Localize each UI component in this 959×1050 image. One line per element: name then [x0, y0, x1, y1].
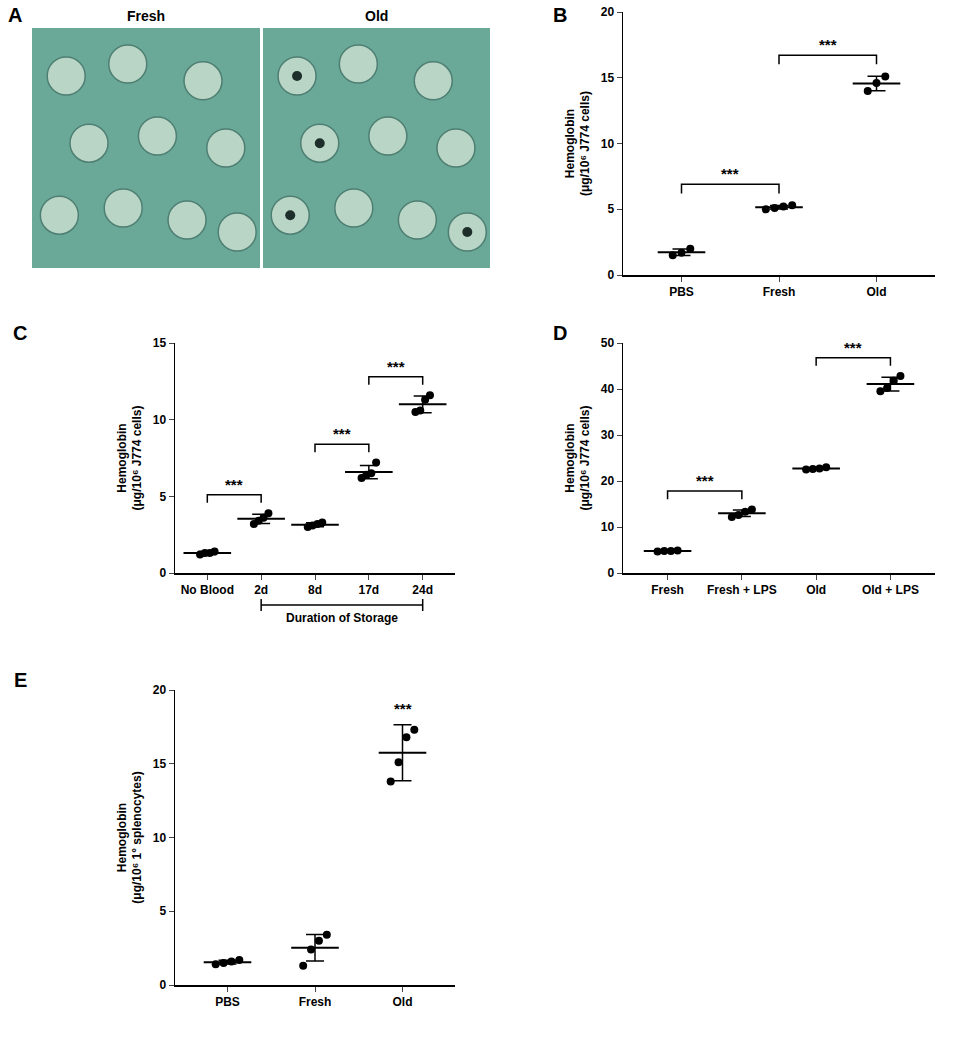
svg-text:5: 5 [159, 904, 166, 918]
svg-text:***: *** [721, 165, 739, 182]
svg-text:A: A [8, 4, 22, 26]
svg-text:***: *** [333, 425, 351, 442]
svg-text:24d: 24d [412, 583, 433, 597]
svg-text:40: 40 [601, 382, 615, 396]
svg-text:0: 0 [159, 978, 166, 992]
svg-text:Old: Old [365, 8, 388, 24]
svg-text:D: D [553, 322, 567, 344]
svg-text:PBS: PBS [669, 285, 694, 299]
svg-text:30: 30 [601, 428, 615, 442]
svg-text:B: B [553, 4, 567, 26]
svg-text:10: 10 [601, 520, 615, 534]
svg-text:20: 20 [601, 474, 615, 488]
svg-text:15: 15 [153, 336, 167, 350]
svg-text:Fresh + LPS: Fresh + LPS [707, 583, 777, 597]
svg-text:20: 20 [153, 683, 167, 697]
svg-text:Old: Old [867, 285, 887, 299]
svg-text:0: 0 [607, 268, 614, 282]
svg-text:Fresh: Fresh [299, 995, 332, 1009]
svg-text:10: 10 [153, 413, 167, 427]
svg-text:Fresh: Fresh [763, 285, 796, 299]
svg-text:17d: 17d [359, 583, 380, 597]
svg-text:15: 15 [153, 757, 167, 771]
svg-text:***: *** [819, 36, 837, 53]
svg-text:2d: 2d [254, 583, 268, 597]
svg-text:***: *** [394, 700, 412, 717]
svg-text:Old: Old [393, 995, 413, 1009]
svg-text:5: 5 [159, 490, 166, 504]
svg-text:E: E [14, 669, 27, 691]
svg-text:Old + LPS: Old + LPS [862, 583, 919, 597]
svg-text:Fresh: Fresh [127, 8, 165, 24]
svg-text:5: 5 [607, 202, 614, 216]
svg-text:***: *** [696, 472, 714, 489]
svg-text:Fresh: Fresh [651, 583, 684, 597]
svg-text:15: 15 [601, 71, 615, 85]
svg-text:***: *** [387, 358, 405, 375]
svg-text:Old: Old [806, 583, 826, 597]
svg-text:0: 0 [607, 566, 614, 580]
svg-text:Hemoglobin(μg/10⁶ 1° splenocyt: Hemoglobin(μg/10⁶ 1° splenocytes) [115, 771, 145, 903]
svg-text:No Blood: No Blood [181, 583, 234, 597]
svg-text:Hemoglobin(μg/10⁶ J774 cells): Hemoglobin(μg/10⁶ J774 cells) [115, 406, 145, 511]
svg-text:50: 50 [601, 336, 615, 350]
svg-text:***: *** [844, 339, 862, 356]
svg-text:Hemoglobin(μg/10⁶ J774 cells): Hemoglobin(μg/10⁶ J774 cells) [563, 406, 593, 511]
svg-text:10: 10 [153, 831, 167, 845]
svg-text:PBS: PBS [215, 995, 240, 1009]
svg-text:Hemoglobin(μg/10⁶ J774 cells): Hemoglobin(μg/10⁶ J774 cells) [563, 91, 593, 196]
svg-text:8d: 8d [308, 583, 322, 597]
svg-text:20: 20 [601, 5, 615, 19]
svg-text:C: C [13, 322, 27, 344]
svg-text:Duration of Storage: Duration of Storage [286, 611, 398, 625]
svg-text:***: *** [225, 476, 243, 493]
svg-text:0: 0 [159, 566, 166, 580]
svg-text:10: 10 [601, 137, 615, 151]
